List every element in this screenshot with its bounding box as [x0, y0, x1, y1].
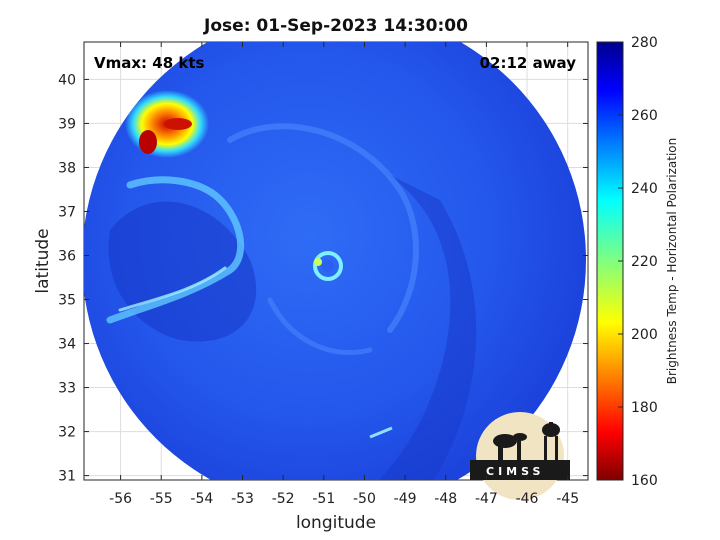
x-tick-label: -54 — [190, 491, 213, 507]
chart-title: Jose: 01-Sep-2023 14:30:00 — [203, 16, 468, 36]
vmax-annotation: Vmax: 48 kts — [94, 54, 204, 72]
water-tower-icon — [542, 422, 560, 460]
x-tick-label: -45 — [556, 491, 579, 507]
x-axis-label: longitude — [296, 513, 376, 533]
swath-image — [84, 42, 586, 480]
y-tick-label: 36 — [58, 248, 76, 264]
colorbar-ticks: 160 180 200 220 240 260 280 — [618, 35, 658, 489]
colorbar-tick-label: 200 — [631, 327, 658, 343]
x-tick-label: -52 — [272, 491, 295, 507]
x-ticks: -56 -55 -54 -53 -52 -51 -50 -49 -48 -47 -46 -45 — [109, 42, 579, 507]
x-tick-label: -46 — [516, 491, 539, 507]
colorbar-tick-label: 280 — [631, 35, 658, 51]
cold-cloud-core-2 — [164, 118, 192, 130]
y-tick-label: 33 — [58, 381, 76, 397]
y-axis-label: latitude — [33, 228, 53, 293]
eye-ring — [313, 251, 343, 281]
y-tick-label: 34 — [58, 337, 76, 353]
colorbar-tick-label: 240 — [631, 181, 658, 197]
streak — [369, 426, 393, 439]
y-tick-label: 38 — [58, 160, 76, 176]
y-tick-label: 35 — [58, 293, 76, 309]
logo: CIMSS — [470, 412, 570, 500]
eye-ring-highlight — [314, 258, 322, 266]
logo-text: CIMSS — [486, 465, 544, 478]
x-tick-label: -49 — [394, 491, 417, 507]
logo-band — [470, 460, 570, 480]
y-tick-label: 40 — [58, 72, 76, 88]
x-tick-label: -53 — [231, 491, 254, 507]
y-ticks: 31 32 33 34 35 36 37 38 39 40 — [58, 72, 588, 485]
cold-cloud-core — [139, 130, 157, 154]
satellite-dish-icon — [493, 433, 527, 460]
x-tick-label: -51 — [312, 491, 335, 507]
y-tick-label: 31 — [58, 469, 76, 485]
rainband-inner — [118, 266, 227, 312]
dark-band-east — [360, 170, 477, 480]
y-tick-label: 32 — [58, 425, 76, 441]
spiral-band-south — [267, 297, 373, 356]
colorbar-tick-label: 160 — [631, 473, 658, 489]
x-tick-label: -50 — [353, 491, 376, 507]
x-tick-label: -56 — [109, 491, 132, 507]
colorbar-tick-label: 260 — [631, 108, 658, 124]
spiral-band-north — [227, 123, 419, 333]
y-tick-label: 39 — [58, 116, 76, 132]
colorbar-tick-label: 180 — [631, 400, 658, 416]
x-tick-label: -48 — [434, 491, 457, 507]
eye — [322, 260, 334, 272]
colorbar-tick-label: 220 — [631, 254, 658, 270]
time-offset-annotation: 02:12 away — [480, 54, 577, 72]
y-tick-label: 37 — [58, 204, 76, 220]
x-tick-label: -47 — [475, 491, 498, 507]
rainband-outer — [106, 176, 245, 324]
colorbar-label: Brightness Temp - Horizontal Polarizatio… — [665, 138, 679, 385]
x-tick-label: -55 — [150, 491, 173, 507]
